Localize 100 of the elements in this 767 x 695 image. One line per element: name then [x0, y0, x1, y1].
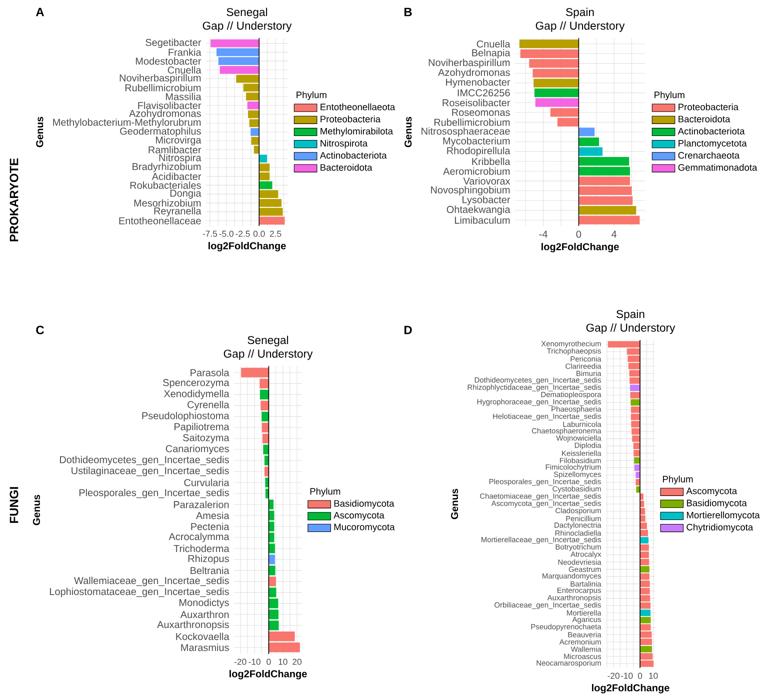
chart-title: Senegal — [248, 336, 288, 346]
legend-label: Entotheonellaeota — [320, 103, 396, 110]
y-tick-label: Flavisolibacter — [138, 102, 202, 110]
y-tick-label: Wallemiaceae_gen_Incertae_sedis — [74, 576, 229, 586]
y-tick-label: Noviherbaspirillum — [120, 74, 201, 84]
bar — [259, 154, 268, 162]
bar — [268, 576, 276, 586]
legend-label: Methylomirabilota — [320, 128, 393, 136]
bar — [578, 137, 600, 146]
bar — [578, 147, 603, 156]
bar — [259, 216, 285, 225]
legend-label: Planctomycetota — [678, 140, 747, 148]
bar — [220, 66, 260, 74]
legend-title: Phylum — [310, 488, 340, 497]
y-tick-label: Pseudolophiostoma — [142, 412, 230, 422]
legend-title: Phylum — [654, 91, 684, 100]
y-tick-label: IMCC26256 — [458, 89, 510, 96]
text: B — [404, 8, 412, 16]
bar — [259, 181, 272, 190]
bar — [640, 610, 650, 616]
legend-label: Basidiomycota — [334, 500, 394, 509]
legend-label: Actinobacteriota — [320, 152, 387, 159]
text: PROKARYOTE — [10, 158, 18, 242]
x-tick-label: 0.0 — [253, 230, 265, 237]
y-tick-label: Pleosporales_gen_Incertae_sedis — [79, 488, 229, 498]
y-tick-label: Trichoderma — [174, 544, 230, 552]
y-tick-label: Kribbella — [472, 158, 510, 166]
legend-label: Mortierellomycota — [686, 512, 760, 520]
x-tick-label: 10 — [278, 658, 288, 665]
chart-title: Spain — [616, 310, 644, 320]
x-tick-label: -7.5 — [202, 230, 218, 237]
y-tick-label: Mycobacterium — [443, 137, 510, 146]
x-tick-label: -20 — [608, 672, 620, 679]
bar — [268, 566, 276, 576]
bar — [535, 98, 579, 107]
y-tick-label: Geodermatophilus — [120, 127, 201, 137]
x-tick-label: 0 — [576, 230, 582, 238]
legend-label: Bacteroidota — [678, 116, 730, 122]
y-tick-label: Rhizopus — [188, 554, 229, 564]
bar — [534, 88, 579, 98]
y-axis-title: Genus — [36, 116, 44, 148]
y-tick-label: Dongia — [170, 189, 202, 199]
y-tick-label: Rokubacteriales — [130, 182, 201, 189]
legend-label: Mucoromycota — [334, 524, 395, 532]
chart-subtitle: Gap // Understory — [586, 323, 676, 334]
y-tick-label: Marasmius — [181, 644, 229, 652]
y-tick-label: Auxarthronopsis — [157, 620, 229, 630]
x-axis-title: log2FoldChange — [592, 684, 670, 694]
x-axis-title: log2FoldChange — [208, 242, 286, 252]
y-tick-label: Nitrososphaeraceae — [422, 127, 510, 137]
chart-subtitle: Gap // Understory — [536, 21, 625, 32]
legend-label: Basidiomycota — [686, 499, 747, 508]
y-tick-label: Massilia — [166, 92, 202, 100]
y-tick-label: Methylobacterium-Methylorubrum — [53, 118, 201, 128]
y-tick-label: Rubellimicrobium — [125, 84, 201, 92]
y-axis-title: Genus — [404, 116, 412, 148]
y-tick-label: Nitrospira — [159, 154, 202, 164]
legend-label: Gemmatimonadota — [678, 164, 758, 171]
bar — [247, 101, 260, 110]
chart-title: Spain — [566, 8, 594, 18]
bar — [640, 616, 651, 624]
y-tick-label: Auxarthron — [180, 610, 229, 618]
bar — [534, 78, 579, 88]
y-tick-label: Reyranella — [154, 207, 202, 216]
bar — [578, 206, 636, 215]
x-tick-label: 4 — [612, 230, 617, 238]
y-tick-label: Roseisolibacter — [442, 98, 510, 106]
y-tick-label: Azohydromonas — [129, 110, 201, 119]
y-tick-label: Entotheonellaceae — [119, 217, 201, 224]
y-axis-title: Genus — [32, 494, 40, 526]
x-tick-label: -20 — [234, 658, 246, 665]
y-tick-label: Hymenobacter — [446, 78, 510, 88]
legend-title: Phylum — [296, 91, 326, 100]
y-tick-label: Curvularia — [184, 478, 230, 486]
y-tick-label: Azohydromonas — [438, 68, 510, 78]
bar — [519, 40, 579, 48]
bar — [262, 412, 269, 422]
legend-label: Ascomycota — [334, 512, 384, 520]
y-tick-label: Rhodopirellula — [447, 146, 510, 156]
bar — [250, 128, 260, 136]
x-axis-title: log2FoldChange — [542, 242, 619, 252]
legend-title: Phylum — [662, 476, 693, 484]
y-tick-label: Beltrania — [190, 566, 230, 574]
bar — [260, 390, 269, 400]
y-tick-label: Ohtaekwangia — [446, 206, 510, 215]
legend-label: Crenarchaeota — [678, 152, 740, 159]
text: FUNGI — [10, 487, 18, 523]
legend-label: Ascomycota — [686, 488, 738, 496]
x-tick-label: -10 — [620, 672, 633, 679]
x-tick-label: 10 — [649, 672, 658, 679]
y-tick-label: Amesia — [196, 512, 230, 520]
x-tick-label: -10 — [248, 658, 260, 665]
x-tick-label: 20 — [292, 658, 302, 665]
y-tick-label: Pectenia — [191, 522, 230, 530]
bar — [260, 400, 269, 410]
y-tick-label: Saitozyma — [183, 434, 230, 444]
text: D — [404, 326, 412, 334]
y-tick-label: Xenodidymella — [164, 390, 230, 400]
y-tick-label: Limibaculum — [454, 216, 510, 224]
bar — [268, 554, 275, 564]
